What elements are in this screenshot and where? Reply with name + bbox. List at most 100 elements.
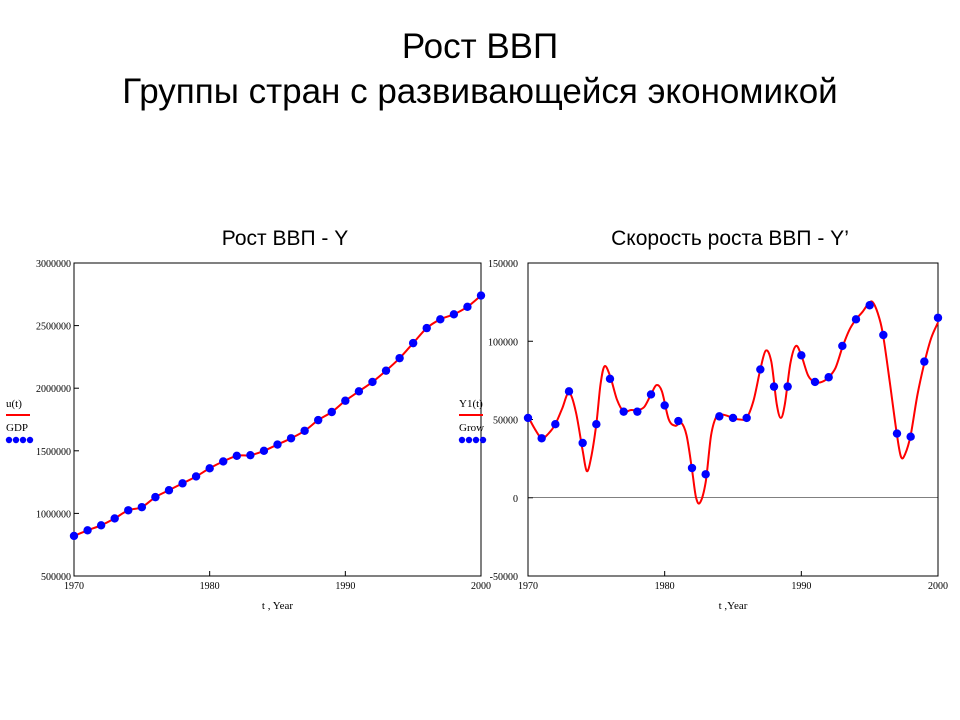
chart-right-data-point xyxy=(578,438,587,448)
chart-left-data-point xyxy=(422,323,431,333)
chart-left-data-point xyxy=(178,479,187,488)
chart-right-data-point xyxy=(906,432,915,441)
chart-left-data-point xyxy=(463,302,472,312)
chart-right-data-point xyxy=(523,413,533,423)
chart-right-data-point xyxy=(537,434,546,443)
chart-left-legend-points-swatch xyxy=(12,436,20,444)
chart-left-data-point xyxy=(83,526,92,535)
chart-right-data-point xyxy=(879,330,888,340)
chart-right-series-line xyxy=(527,300,939,505)
chart-right-data-point xyxy=(892,429,902,438)
chart-left-data-point xyxy=(436,315,445,324)
chart-right-data-point xyxy=(619,407,628,416)
chart-left-data-point xyxy=(259,446,269,455)
chart-left-y-tick-label: 3000000 xyxy=(36,259,71,270)
chart-left-data-point xyxy=(96,521,106,530)
chart-right-y-tick-label: 50000 xyxy=(493,416,518,427)
chart-left-data-point xyxy=(219,457,228,466)
chart-left-data-point xyxy=(354,387,364,396)
chart-left-y-tick-label: 1500000 xyxy=(36,447,71,458)
chart-right-legend-points-swatch xyxy=(479,436,487,444)
chart-left-x-tick-label: 1980 xyxy=(200,581,220,592)
chart-right-data-point xyxy=(797,351,806,360)
chart-right-data-point xyxy=(810,377,820,387)
chart-left-data-point xyxy=(110,514,119,523)
chart-right-data-point xyxy=(742,413,751,423)
chart-right-y-tick-label: 150000 xyxy=(488,259,518,270)
chart-left-data-point xyxy=(137,502,147,512)
chart-right-data-point xyxy=(715,412,724,421)
chart-left-y-tick-label: 500000 xyxy=(41,572,71,583)
chart-right-x-tick-label: 1990 xyxy=(791,581,811,592)
chart-left-data-point xyxy=(300,426,309,435)
chart-right-x-tick-label: 2000 xyxy=(928,581,948,592)
chart-right-x-tick-label: 1970 xyxy=(518,581,538,592)
chart-left-data-point xyxy=(368,377,377,387)
chart-left-x-tick-label: 1970 xyxy=(64,581,84,592)
chart-left-data-point xyxy=(327,407,336,417)
chart-left-legend-points-swatch xyxy=(5,436,13,444)
chart-left-legend-points-label: GDP xyxy=(6,422,28,434)
chart-right-data-point xyxy=(674,416,683,426)
chart-right-data-point xyxy=(728,413,738,423)
chart-right-legend-line-label: Y1(t) xyxy=(459,398,483,410)
chart-left-y-tick-label: 2500000 xyxy=(36,322,71,333)
chart-left-series-line xyxy=(73,294,482,537)
chart-left-legend-line-label: u(t) xyxy=(6,398,22,410)
chart-right-y-tick-label: 100000 xyxy=(488,337,518,348)
chart-left-data-point xyxy=(341,396,350,405)
chart-left-data-point xyxy=(232,451,241,461)
chart-right-data-point xyxy=(933,313,943,322)
chart-left-data-point xyxy=(476,291,486,300)
chart-right-legend-points-swatch xyxy=(458,436,466,444)
chart-right-data-point xyxy=(783,382,792,391)
chart-left-data-point xyxy=(408,338,418,348)
chart-right-legend-points-swatch xyxy=(472,436,480,444)
chart-left-data-point xyxy=(124,506,133,515)
slide-title: Рост ВВП Группы стран с развивающейся эк… xyxy=(0,24,960,114)
chart-left-data-point xyxy=(381,366,391,375)
chart-left-y-tick-label: 1000000 xyxy=(36,509,71,520)
chart-right-x-axis-label: t ,Year xyxy=(719,600,748,612)
chart-right-data-point xyxy=(824,373,833,382)
chart-left-x-tick-label: 2000 xyxy=(471,581,491,592)
chart-right-data-point xyxy=(605,374,615,384)
chart-right-data-point xyxy=(701,470,710,479)
chart-right-data-point xyxy=(633,407,642,416)
chart-left-data-point xyxy=(151,492,160,502)
chart-right-data-point xyxy=(756,365,765,374)
chart-right-data-point xyxy=(865,301,874,310)
chart-left-data-point xyxy=(395,353,404,363)
chart-left-plot-frame xyxy=(73,262,482,577)
chart-left-data-point xyxy=(314,415,323,425)
chart-right-legend-points-label: Grow xyxy=(459,422,484,434)
chart-right-data-point xyxy=(851,315,861,324)
chart-left-data-point xyxy=(286,434,296,443)
chart-left-x-tick-label: 1990 xyxy=(335,581,355,592)
chart-right-y-tick-label: -50000 xyxy=(490,572,518,583)
chart-right-data-point xyxy=(920,357,929,366)
chart-left-data-point xyxy=(69,531,79,541)
chart-left-data-point xyxy=(191,472,201,481)
chart-right-y-tick-label: 0 xyxy=(513,494,518,505)
chart-right-data-point xyxy=(838,341,847,351)
chart-right-data-point xyxy=(564,387,574,396)
chart-right-data-point xyxy=(687,463,697,473)
chart-left-legend-points-swatch xyxy=(26,436,34,444)
slide-title-line-1: Рост ВВП xyxy=(401,27,559,66)
chart-left-data-point xyxy=(449,310,459,319)
chart-left-legend-points-swatch xyxy=(19,436,27,444)
chart-right-data-point xyxy=(592,419,601,429)
chart-right-data-point xyxy=(660,401,669,410)
chart-left-y-tick-label: 2000000 xyxy=(36,384,71,395)
chart-left-data-point xyxy=(205,464,214,473)
chart-right-x-tick-label: 1980 xyxy=(655,581,675,592)
chart-right-data-point xyxy=(769,382,779,391)
chart-left-data-point xyxy=(164,486,174,495)
chart-left-x-axis-label: t , Year xyxy=(262,600,294,612)
left-chart-heading: Рост ВВП - Y xyxy=(221,227,349,250)
chart-right-data-point xyxy=(646,390,656,399)
slide-title-line-2: Группы стран с развивающейся экономикой xyxy=(122,72,838,111)
chart-right-data-point xyxy=(551,419,560,429)
